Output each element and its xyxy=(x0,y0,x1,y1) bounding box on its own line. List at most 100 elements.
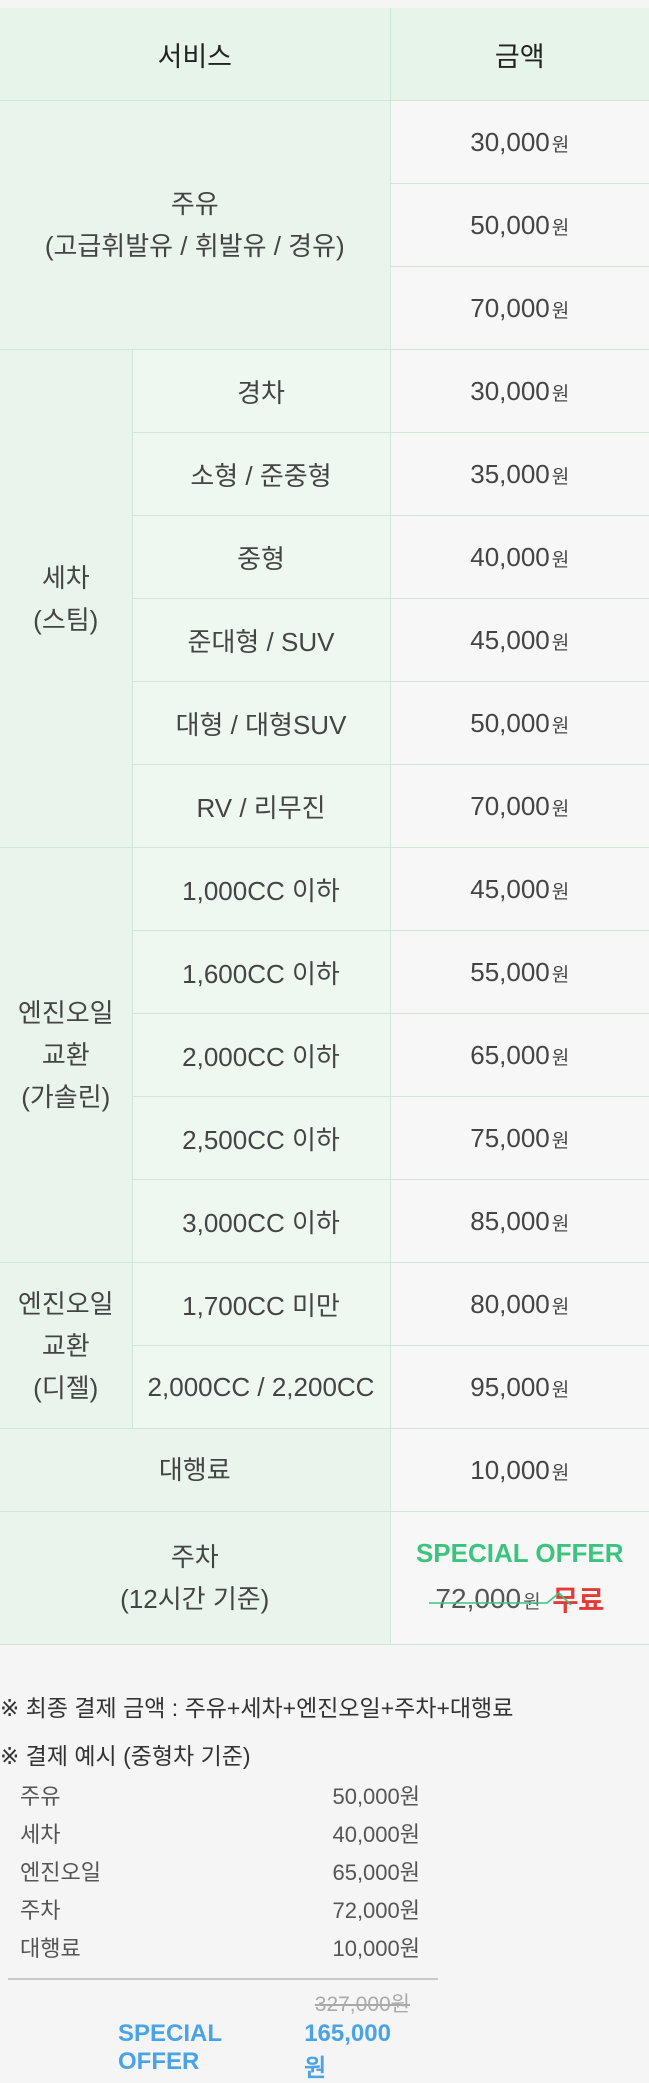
currency-unit: 원 xyxy=(552,1048,569,1069)
parking-label: 주차 xyxy=(0,1536,390,1578)
price-value: 70,000 xyxy=(470,791,550,821)
example-row-value: 50,000원 xyxy=(280,1778,420,1816)
wash-type: 경차 xyxy=(132,350,390,433)
category-oil-gasoline: 엔진오일 교환 (가솔린) xyxy=(0,848,132,1263)
oil-type: 1,000CC 이하 xyxy=(132,848,390,931)
free-label: 무료 xyxy=(553,1579,605,1619)
special-offer-label: SPECIAL OFFER xyxy=(391,1538,649,1569)
price-value: 45,000 xyxy=(470,625,550,655)
category-oil-diesel: 엔진오일 교환 (디젤) xyxy=(0,1263,132,1429)
price-value: 70,000 xyxy=(470,293,550,323)
wash-type: 소형 / 준중형 xyxy=(132,433,390,516)
fuel-sublabel: (고급휘발유 / 휘발유 / 경유) xyxy=(0,225,390,267)
example-row-value: 65,000원 xyxy=(280,1854,420,1892)
formula-note: ※ 최종 결제 금액 : 주유+세차+엔진오일+주차+대행료 xyxy=(0,1690,649,1738)
currency-unit: 원 xyxy=(552,882,569,903)
wash-type: RV / 리무진 xyxy=(132,765,390,848)
currency-unit: 원 xyxy=(552,384,569,405)
example-row: 엔진오일 65,000원 xyxy=(20,1854,420,1892)
wash-type: 중형 xyxy=(132,516,390,599)
currency-unit: 원 xyxy=(552,1380,569,1401)
total-row: SPECIAL OFFER 165,000원 xyxy=(118,2020,410,2083)
price-value: 40,000 xyxy=(470,542,550,572)
category-wash: 세차 (스팀) xyxy=(0,350,132,848)
example-row: 주유 50,000원 xyxy=(20,1778,420,1816)
price-value: 65,000 xyxy=(470,1040,550,1070)
example-row-label: 대행료 xyxy=(20,1930,81,1968)
wash-type: 대형 / 대형SUV xyxy=(132,682,390,765)
wash-type: 준대형 / SUV xyxy=(132,599,390,682)
price-value: 35,000 xyxy=(470,459,550,489)
example-row-value: 72,000원 xyxy=(280,1892,420,1930)
currency-unit: 원 xyxy=(552,633,569,654)
category-parking: 주차 (12시간 기준) xyxy=(0,1512,390,1645)
example-row-value: 40,000원 xyxy=(280,1816,420,1854)
oil-gasoline-label2: 교환 xyxy=(0,1034,132,1076)
payment-notes: ※ 최종 결제 금액 : 주유+세차+엔진오일+주차+대행료 ※ 결제 예시 (… xyxy=(0,1690,649,1786)
oil-diesel-label2: 교환 xyxy=(0,1325,132,1367)
wash-label: 세차 xyxy=(0,557,132,599)
price-value: 75,000 xyxy=(470,1123,550,1153)
example-row: 주차 72,000원 xyxy=(20,1892,420,1930)
currency-unit: 원 xyxy=(552,550,569,571)
price-value: 50,000 xyxy=(470,210,550,240)
oil-type: 2,500CC 이하 xyxy=(132,1097,390,1180)
currency-unit: 원 xyxy=(552,1297,569,1318)
price-value: 80,000 xyxy=(470,1289,550,1319)
total-divider xyxy=(8,1978,438,1980)
price-value: 95,000 xyxy=(470,1372,550,1402)
category-fuel: 주유 (고급휘발유 / 휘발유 / 경유) xyxy=(0,101,390,350)
price-value: 55,000 xyxy=(470,957,550,987)
example-row-label: 주유 xyxy=(20,1778,60,1816)
example-row: 대행료 10,000원 xyxy=(20,1930,420,1968)
currency-unit: 원 xyxy=(552,1214,569,1235)
price-value: 85,000 xyxy=(470,1206,550,1236)
currency-unit: 원 xyxy=(552,965,569,986)
currency-unit: 원 xyxy=(552,799,569,820)
currency-unit: 원 xyxy=(552,301,569,322)
price-value: 30,000 xyxy=(470,376,550,406)
fuel-label: 주유 xyxy=(0,183,390,225)
example-row-value: 10,000원 xyxy=(280,1930,420,1968)
currency-unit: 원 xyxy=(552,135,569,156)
currency-unit: 원 xyxy=(552,1131,569,1152)
oil-type: 3,000CC 이하 xyxy=(132,1180,390,1263)
oil-type: 2,000CC / 2,200CC xyxy=(132,1346,390,1429)
oil-gasoline-label: 엔진오일 xyxy=(0,992,132,1034)
example-row-label: 엔진오일 xyxy=(20,1854,101,1892)
example-row-label: 주차 xyxy=(20,1892,60,1930)
oil-type: 1,600CC 이하 xyxy=(132,931,390,1014)
price-value: 45,000 xyxy=(470,874,550,904)
currency-unit: 원 xyxy=(552,467,569,488)
example-row-label: 세차 xyxy=(20,1816,60,1854)
parking-sublabel: (12시간 기준) xyxy=(0,1578,390,1620)
example-breakdown: 주유 50,000원 세차 40,000원 엔진오일 65,000원 주차 72,000… xyxy=(20,1778,420,1968)
category-agency: 대행료 xyxy=(0,1429,390,1512)
oil-type: 2,000CC 이하 xyxy=(132,1014,390,1097)
currency-unit: 원 xyxy=(552,218,569,239)
wash-sublabel: (스팀) xyxy=(0,599,132,641)
example-row: 세차 40,000원 xyxy=(20,1816,420,1854)
total-old-price: 327,000원 xyxy=(290,1988,410,2018)
currency-unit: 원 xyxy=(523,1592,540,1613)
oil-type: 1,700CC 미만 xyxy=(132,1263,390,1346)
header-amount: 금액 xyxy=(390,8,649,101)
